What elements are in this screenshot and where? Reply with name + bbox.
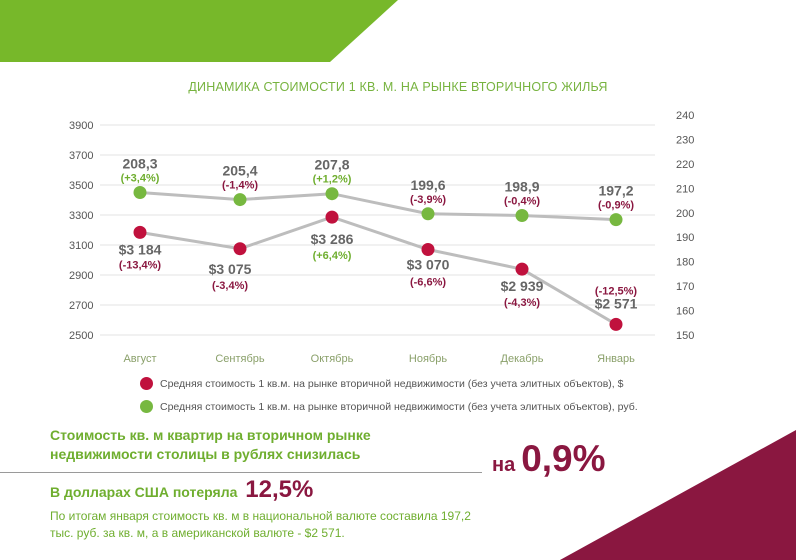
series-line-rub (139, 190, 617, 222)
left-tick-label: 3100 (69, 240, 93, 252)
headline-line-2: недвижимости столицы в рублях снизилась (50, 446, 361, 462)
legend-item-usd: Средняя стоимость 1 кв.м. на рынке втори… (140, 377, 623, 390)
left-tick-label: 2700 (69, 300, 93, 312)
usd-value-label: $2 939 (501, 278, 544, 294)
legend-usd-label: Средняя стоимость 1 кв.м. на рынке втори… (160, 377, 624, 390)
usd-point (325, 210, 339, 224)
legend-usd-marker (140, 377, 153, 390)
rub-point (609, 213, 623, 227)
rub-value-label: 208,3 (122, 155, 157, 171)
left-tick-label: 3900 (69, 120, 93, 132)
rub-change-label: (-1,4%) (222, 180, 258, 192)
rub-value-label: 207,8 (314, 157, 349, 173)
usd-point (233, 242, 247, 256)
usd-point (421, 243, 435, 256)
left-tick-label: 2900 (69, 270, 93, 282)
chart-grid (100, 124, 655, 336)
rub-point (325, 187, 339, 201)
x-tick-label: Январь (597, 353, 635, 365)
x-tick-label: Октябрь (311, 353, 354, 365)
rub-point (515, 208, 529, 222)
rub-change-highlight: на 0,9% (492, 438, 606, 480)
rub-point (133, 185, 147, 199)
usd-value-label: $3 286 (311, 231, 354, 247)
left-tick-label: 3500 (69, 180, 93, 192)
left-tick-label: 3300 (69, 210, 93, 222)
right-tick-label: 170 (676, 281, 694, 293)
rub-point (233, 193, 247, 207)
right-tick-label: 220 (676, 159, 694, 171)
right-tick-label: 150 (676, 330, 694, 342)
right-tick-label: 200 (676, 208, 694, 220)
x-tick-label: Ноябрь (409, 353, 447, 365)
right-tick-label: 210 (676, 183, 694, 195)
red-corner-shape (560, 430, 796, 560)
usd-change-label: (+6,4%) (313, 250, 352, 262)
rub-value-label: 199,6 (410, 177, 445, 193)
legend-rub-marker (140, 400, 153, 413)
usd-change-label: (-3,4%) (212, 280, 248, 292)
right-tick-label: 190 (676, 232, 694, 244)
left-tick-label: 2500 (69, 330, 93, 342)
rub-change-label: (-3,9%) (410, 194, 446, 206)
line-chart: 3900 3700 3500 3300 3100 2900 2700 2500 240 230 22… (69, 110, 694, 365)
usd-value-label: $3 070 (407, 257, 450, 273)
x-tick-label: Сентябрь (215, 353, 265, 365)
rub-change-label: (+3,4%) (121, 172, 160, 184)
rub-point (421, 207, 435, 221)
right-tick-label: 180 (676, 257, 694, 269)
rub-change-label: (-0,4%) (504, 195, 540, 207)
usd-change-label: (-4,3%) (504, 297, 540, 309)
headline-line-1: Стоимость кв. м квартир на вторичном рын… (50, 427, 371, 443)
usd-value-label: $3 075 (209, 261, 252, 277)
rub-change-value: 0,9% (521, 438, 606, 479)
divider (0, 472, 482, 473)
legend-item-rub: Средняя стоимость 1 кв.м. на рынке втори… (140, 400, 638, 413)
rub-change-prefix: на (492, 454, 516, 476)
chart-lines (139, 190, 617, 326)
usd-point (609, 317, 623, 331)
rub-value-label: 198,9 (504, 178, 539, 194)
right-tick-label: 160 (676, 306, 694, 318)
usd-change-label: (-12,5%) (595, 285, 638, 297)
usd-value-label: $2 571 (595, 295, 638, 311)
usd-change-line: В долларах США потеряла 12,5% (50, 476, 313, 504)
left-tick-label: 3700 (69, 150, 93, 162)
rub-change-label: (-0,9%) (598, 200, 634, 212)
headline: Стоимость кв. м квартир на вторичном рын… (50, 426, 470, 464)
rub-change-label: (+1,2%) (313, 174, 352, 186)
chart-title: ДИНАМИКА СТОИМОСТИ 1 КВ. М. НА РЫНКЕ ВТО… (188, 80, 608, 94)
right-tick-label: 240 (676, 110, 694, 122)
rub-value-label: 197,2 (598, 183, 633, 199)
summary-text: По итогам января стоимость кв. м в нацио… (50, 509, 471, 540)
chart-labels: 208,3(+3,4%) 205,4(-1,4%) 207,8(+1,2%) 199,… (119, 155, 638, 311)
series-line-usd (139, 215, 617, 326)
usd-point (133, 225, 147, 239)
x-tick-label: Декабрь (501, 353, 544, 365)
usd-change-prefix: В долларах США потеряла (50, 484, 238, 500)
chart-axes: 3900 3700 3500 3300 3100 2900 2700 2500 240 230 22… (69, 110, 694, 365)
right-tick-label: 230 (676, 134, 694, 146)
usd-change-label: (-6,6%) (410, 277, 446, 289)
usd-point (515, 262, 529, 276)
green-corner-shape (0, 0, 398, 62)
usd-change-label: (-13,4%) (119, 259, 162, 271)
legend-rub-label: Средняя стоимость 1 кв.м. на рынке втори… (160, 400, 638, 413)
rub-value-label: 205,4 (222, 163, 257, 179)
x-tick-label: Август (123, 353, 156, 365)
usd-change-value: 12,5% (245, 476, 314, 503)
usd-value-label: $3 184 (119, 241, 162, 257)
chart-points (133, 185, 623, 331)
